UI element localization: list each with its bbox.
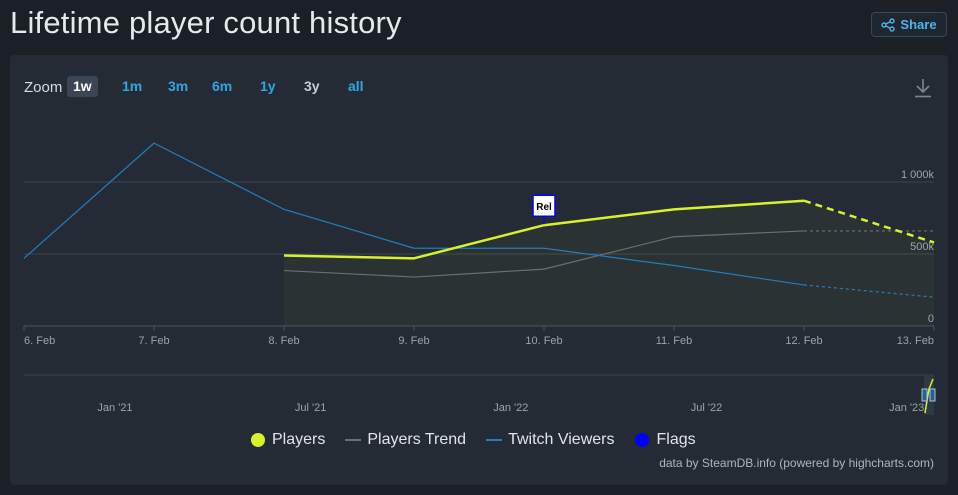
share-button[interactable]: Share bbox=[871, 12, 947, 37]
navigator-label: Jul '22 bbox=[691, 402, 722, 414]
navigator-label: Jan '21 bbox=[97, 402, 132, 414]
legend-item-players[interactable]: Players bbox=[250, 431, 325, 449]
x-tick-label: 7. Feb bbox=[138, 335, 169, 347]
flag-label: Rel bbox=[536, 202, 552, 213]
zoom-label: Zoom bbox=[24, 79, 63, 96]
legend-label-players: Players bbox=[272, 431, 326, 448]
x-tick-label: 11. Feb bbox=[656, 335, 693, 347]
zoom-3y-button[interactable]: 3y bbox=[304, 78, 320, 94]
y-tick-label: 1 000k bbox=[901, 169, 935, 181]
y-tick-label: 0 bbox=[928, 313, 934, 325]
x-tick-label: 9. Feb bbox=[398, 335, 429, 347]
twitch-viewers-line bbox=[23, 142, 805, 286]
players-line-dashed bbox=[803, 199, 935, 244]
zoom-3m-button[interactable]: 3m bbox=[168, 78, 189, 94]
navigator-players-line bbox=[924, 378, 934, 414]
zoom-1y-button[interactable]: 1y bbox=[260, 78, 276, 94]
player-count-chart[interactable]: 0 500k 1 000k 6. Feb 7. Feb 8. Feb 9. Feb 10. F… bbox=[10, 55, 948, 425]
legend-label-players-trend: Players Trend bbox=[367, 431, 467, 448]
navigator-label: Jan '23 bbox=[889, 402, 924, 414]
flags-legend-marker bbox=[635, 433, 650, 447]
players-area bbox=[284, 200, 934, 326]
share-icon bbox=[881, 17, 896, 32]
x-tick-label: 10. Feb bbox=[525, 335, 562, 347]
x-tick-label: 13. Feb bbox=[897, 335, 934, 347]
share-label: Share bbox=[900, 17, 937, 32]
legend-item-twitch-viewers[interactable]: Twitch Viewers bbox=[486, 431, 614, 449]
flag-box bbox=[532, 194, 556, 217]
navigator-label: Jul '21 bbox=[295, 402, 326, 414]
chart-credits[interactable]: data by SteamDB.info (powered by highcha… bbox=[659, 456, 934, 470]
y-tick-label: 500k bbox=[910, 241, 934, 253]
page-title: Lifetime player count history bbox=[10, 5, 402, 40]
chart-legend: Players Players Trend Twitch Viewers Fla… bbox=[250, 431, 716, 449]
legend-item-players-trend[interactable]: Players Trend bbox=[345, 431, 466, 449]
x-tick-label: 12. Feb bbox=[785, 335, 822, 347]
zoom-1w-button[interactable]: 1w bbox=[67, 76, 98, 97]
twitch-legend-marker bbox=[486, 439, 503, 441]
x-tick-label: 8. Feb bbox=[268, 335, 299, 347]
legend-item-flags[interactable]: Flags bbox=[634, 431, 696, 449]
players-line bbox=[283, 199, 805, 260]
legend-label-flags: Flags bbox=[656, 431, 696, 448]
zoom-all-button[interactable]: all bbox=[348, 78, 364, 94]
navigator-selection bbox=[924, 375, 934, 415]
players-trend-line bbox=[283, 230, 805, 278]
players-legend-marker bbox=[251, 433, 265, 447]
chart-panel: Zoom 1w 1m 3m 6m 1y 3y all 0 500k 1 000k 6.… bbox=[10, 55, 948, 485]
x-tick-label: 6. Feb bbox=[24, 335, 55, 347]
legend-label-twitch-viewers: Twitch Viewers bbox=[508, 431, 615, 448]
navigator-handle-right bbox=[929, 388, 936, 402]
zoom-1m-button[interactable]: 1m bbox=[122, 78, 143, 94]
zoom-6m-button[interactable]: 6m bbox=[212, 78, 233, 94]
download-icon[interactable] bbox=[912, 77, 934, 99]
navigator-handle-left bbox=[921, 388, 928, 402]
twitch-viewers-line-dashed bbox=[803, 284, 935, 298]
players-trend-legend-marker bbox=[345, 439, 362, 441]
navigator-label: Jan '22 bbox=[493, 402, 528, 414]
